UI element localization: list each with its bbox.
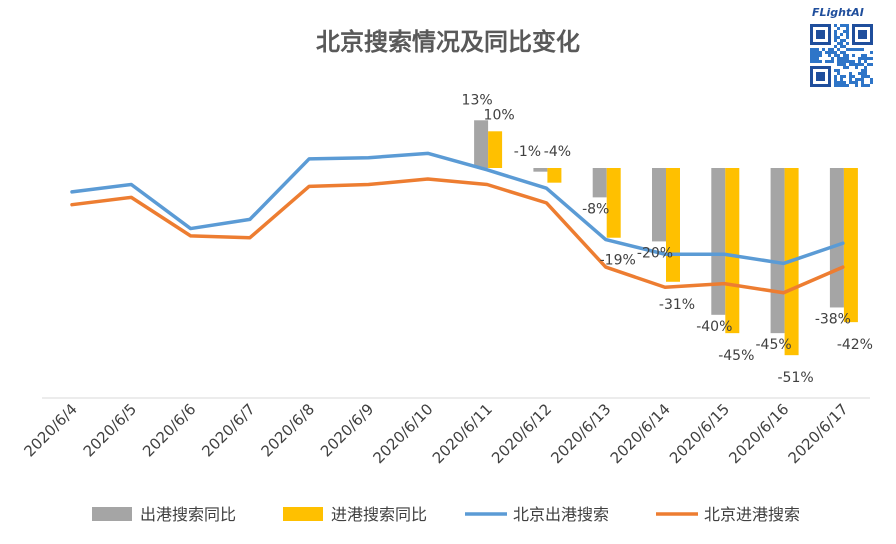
x-tick-labels: 2020/6/42020/6/52020/6/62020/6/72020/6/8… <box>20 400 851 467</box>
data-label-outbound-2020/6/12: -1% <box>514 144 541 160</box>
data-label-inbound-2020/6/11: 10% <box>484 107 515 123</box>
legend-item-4: 北京进港搜索 <box>656 505 800 524</box>
bar-outbound-2020/6/11 <box>474 120 489 168</box>
line-outbound-search <box>70 151 845 266</box>
bar-outbound-2020/6/12 <box>533 168 548 172</box>
x-tick-2020/6/11: 2020/6/11 <box>429 400 496 467</box>
data-label-inbound-2020/6/13: -19% <box>600 253 636 269</box>
bar-outbound-2020/6/13 <box>592 168 607 198</box>
data-label-inbound-2020/6/17: -42% <box>837 337 873 353</box>
data-label-outbound-2020/6/13: -8% <box>582 201 609 217</box>
watermark: FLightAI <box>810 6 873 87</box>
data-label-inbound-2020/6/12: -4% <box>544 144 571 160</box>
data-label-outbound-2020/6/14: -20% <box>637 245 673 261</box>
bar-inbound-2020/6/11 <box>488 131 503 168</box>
x-tick-2020/6/17: 2020/6/17 <box>785 400 852 467</box>
legend-item-3: 北京出港搜索 <box>465 505 609 524</box>
bar-outbound-2020/6/15 <box>711 168 726 315</box>
legend-swatch <box>283 507 323 521</box>
x-tick-2020/6/10: 2020/6/10 <box>370 400 437 467</box>
bar-inbound-2020/6/15 <box>725 168 740 334</box>
x-tick-2020/6/6: 2020/6/6 <box>139 400 199 460</box>
chart-title: 北京搜索情况及同比变化 <box>316 28 580 56</box>
line-inbound-search <box>70 177 845 295</box>
data-label-inbound-2020/6/14: -31% <box>659 297 695 313</box>
qr-code-icon <box>810 24 873 87</box>
data-label-outbound-2020/6/15: -40% <box>696 319 732 335</box>
data-labels-layer: 13% -1% -8% -20% -40% -45% -38% 10% -4% -19% -31% -… <box>462 92 873 386</box>
data-label-outbound-2020/6/11: 13% <box>462 92 493 108</box>
watermark-brand: FLightAI <box>812 6 864 19</box>
legend-label: 北京进港搜索 <box>704 505 800 524</box>
legend-label: 北京出港搜索 <box>513 505 609 524</box>
bar-inbound-2020/6/14 <box>666 168 680 282</box>
bar-inbound-2020/6/13 <box>606 168 621 238</box>
legend-item-1: 出港搜索同比 <box>92 505 236 524</box>
bar-outbound-2020/6/14 <box>652 168 666 242</box>
lines-layer <box>70 151 845 295</box>
x-tick-2020/6/12: 2020/6/12 <box>488 400 555 467</box>
legend-label: 进港搜索同比 <box>331 505 427 524</box>
data-label-inbound-2020/6/16: -51% <box>778 370 814 386</box>
x-tick-2020/6/8: 2020/6/8 <box>258 400 318 460</box>
bar-inbound-2020/6/17 <box>843 168 858 323</box>
legend-swatch <box>92 507 132 521</box>
x-tick-2020/6/15: 2020/6/15 <box>666 400 733 467</box>
legend-label: 出港搜索同比 <box>140 505 236 524</box>
x-tick-2020/6/5: 2020/6/5 <box>80 400 140 460</box>
x-tick-2020/6/4: 2020/6/4 <box>20 400 80 460</box>
legend-item-2: 进港搜索同比 <box>283 505 427 524</box>
bar-inbound-2020/6/12 <box>547 168 562 183</box>
bar-outbound-2020/6/17 <box>829 168 844 308</box>
x-tick-2020/6/7: 2020/6/7 <box>198 400 258 460</box>
legend: 出港搜索同比 进港搜索同比 北京出港搜索 北京进港搜索 <box>92 505 800 524</box>
bar-outbound-2020/6/16 <box>770 168 785 334</box>
x-tick-2020/6/14: 2020/6/14 <box>607 400 674 467</box>
x-tick-2020/6/16: 2020/6/16 <box>725 400 792 467</box>
x-tick-2020/6/13: 2020/6/13 <box>547 400 614 467</box>
x-tick-2020/6/9: 2020/6/9 <box>317 400 377 460</box>
data-label-outbound-2020/6/17: -38% <box>815 311 851 327</box>
data-label-inbound-2020/6/15: -45% <box>718 348 754 364</box>
data-label-outbound-2020/6/16: -45% <box>756 337 792 353</box>
